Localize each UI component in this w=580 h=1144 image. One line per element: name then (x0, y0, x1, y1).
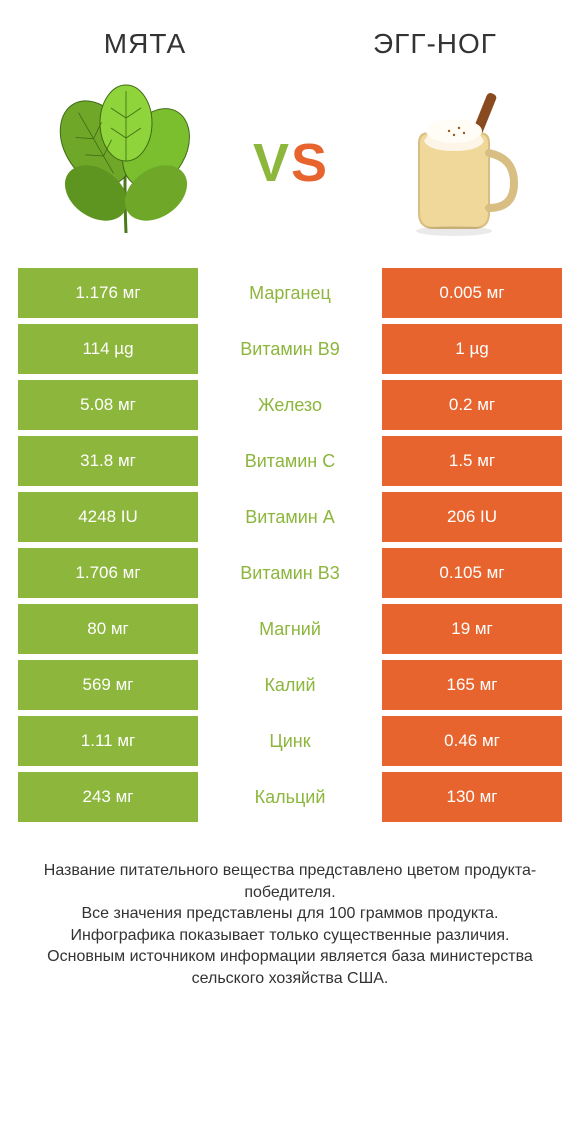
header-row: МЯТА ЭГГ-НОГ (0, 0, 580, 68)
table-row: 5.08 мгЖелезо0.2 мг (18, 380, 562, 430)
table-row: 243 мгКальций130 мг (18, 772, 562, 822)
table-row: 1.176 мгМарганец0.005 мг (18, 268, 562, 318)
cell-mid: Цинк (204, 716, 376, 766)
cell-mid: Витамин C (204, 436, 376, 486)
table-row: 1.11 мгЦинк0.46 мг (18, 716, 562, 766)
cell-left: 243 мг (18, 772, 198, 822)
table-row: 569 мгКалий165 мг (18, 660, 562, 710)
cell-mid: Железо (204, 380, 376, 430)
header-right: ЭГГ-НОГ (290, 28, 580, 60)
mint-icon (46, 83, 206, 243)
table-row: 80 мгМагний19 мг (18, 604, 562, 654)
cell-left: 569 мг (18, 660, 198, 710)
comparison-table: 1.176 мгМарганец0.005 мг 114 µgВитамин B9… (0, 268, 580, 822)
cell-mid: Витамин B9 (204, 324, 376, 374)
cell-mid: Кальций (204, 772, 376, 822)
vs-label: VS (253, 132, 327, 194)
cell-left: 114 µg (18, 324, 198, 374)
cell-mid: Калий (204, 660, 376, 710)
table-row: 31.8 мгВитамин C1.5 мг (18, 436, 562, 486)
vs-s: S (291, 132, 327, 194)
cell-left: 1.11 мг (18, 716, 198, 766)
cell-right: 19 мг (382, 604, 562, 654)
cell-left: 80 мг (18, 604, 198, 654)
cell-right: 0.2 мг (382, 380, 562, 430)
cell-left: 4248 IU (18, 492, 198, 542)
cell-mid: Витамин A (204, 492, 376, 542)
cell-right: 1.5 мг (382, 436, 562, 486)
cell-left: 1.706 мг (18, 548, 198, 598)
cell-mid: Магний (204, 604, 376, 654)
footer-text: Название питательного вещества представл… (0, 828, 580, 990)
cell-right: 0.005 мг (382, 268, 562, 318)
cell-right: 1 µg (382, 324, 562, 374)
vs-v: V (253, 132, 289, 194)
cell-right: 165 мг (382, 660, 562, 710)
cell-left: 31.8 мг (18, 436, 198, 486)
cell-right: 130 мг (382, 772, 562, 822)
table-row: 114 µgВитамин B91 µg (18, 324, 562, 374)
cell-right: 206 IU (382, 492, 562, 542)
header-left: МЯТА (0, 28, 290, 60)
images-row: VS (0, 68, 580, 268)
table-row: 1.706 мгВитамин B30.105 мг (18, 548, 562, 598)
cell-mid: Витамин B3 (204, 548, 376, 598)
cell-mid: Марганец (204, 268, 376, 318)
cell-right: 0.105 мг (382, 548, 562, 598)
cell-left: 5.08 мг (18, 380, 198, 430)
cell-left: 1.176 мг (18, 268, 198, 318)
eggnog-image (369, 78, 539, 248)
cell-right: 0.46 мг (382, 716, 562, 766)
mint-image (41, 78, 211, 248)
table-row: 4248 IUВитамин A206 IU (18, 492, 562, 542)
eggnog-icon (374, 83, 534, 243)
